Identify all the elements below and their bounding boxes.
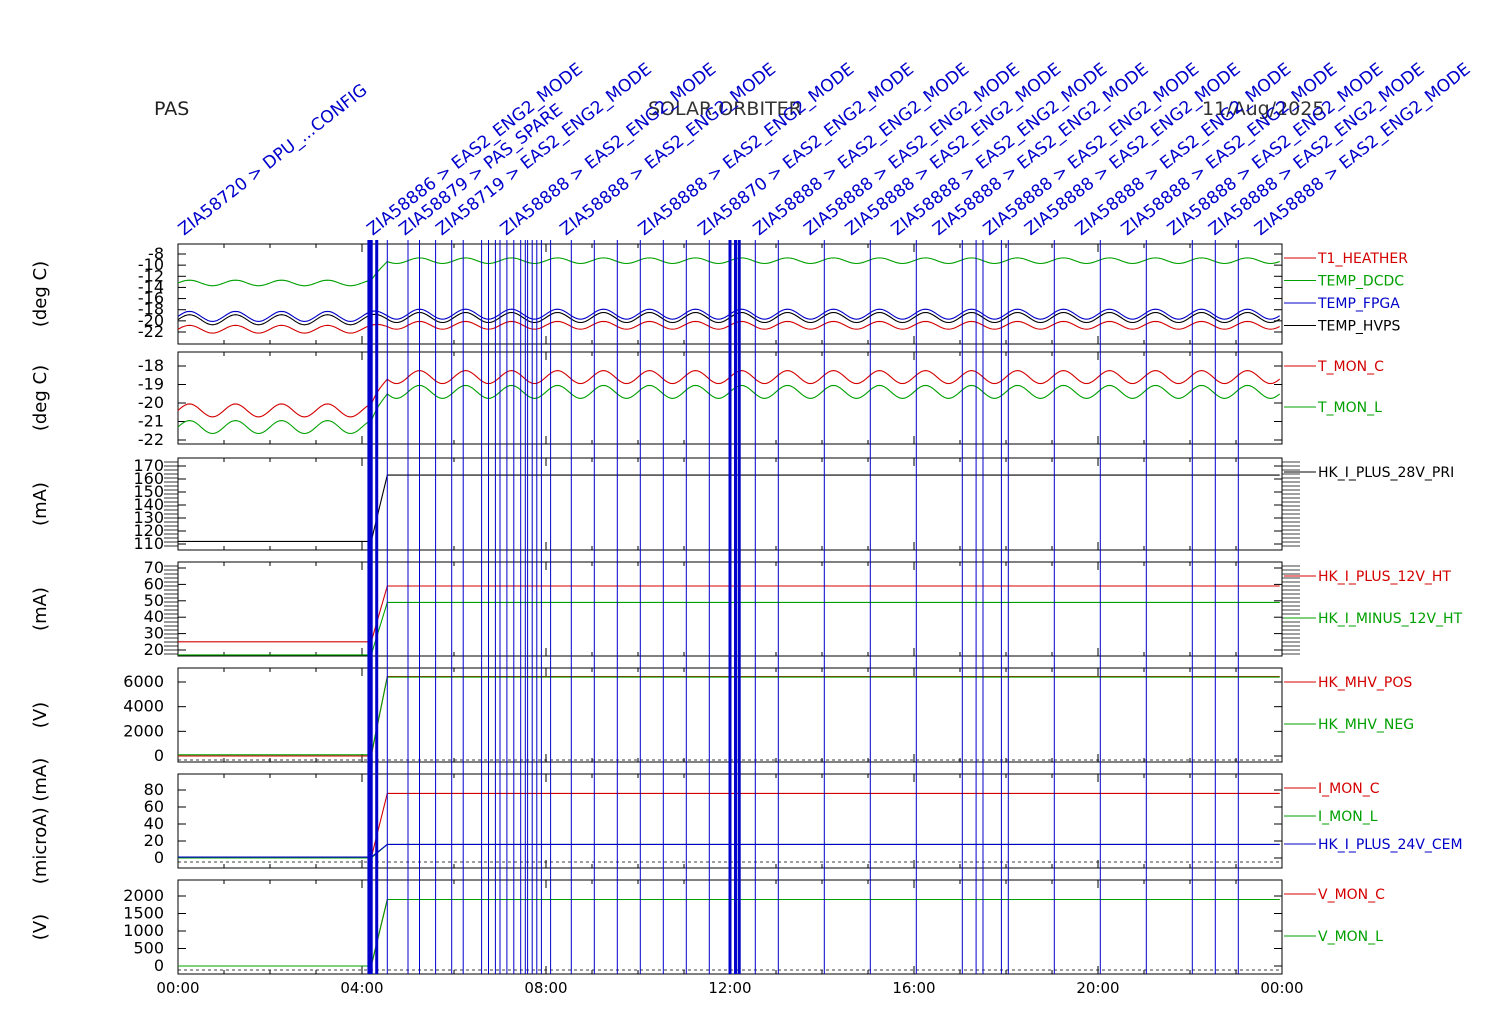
y-tick-label: -20 — [138, 393, 164, 412]
y-tick-label: 110 — [133, 534, 164, 553]
x-tick-label: 08:00 — [524, 979, 567, 997]
y-tick-label: 2000 — [123, 721, 164, 740]
y-axis-label: (V) — [30, 702, 51, 728]
legend-label: V_MON_C — [1318, 887, 1385, 903]
legend-label: T_MON_C — [1317, 359, 1384, 375]
y-tick-label: 120 — [133, 521, 164, 540]
y-tick-label: 70 — [144, 558, 164, 577]
y-axis-label: (deg C) — [30, 261, 51, 327]
legend-label: TEMP_DCDC — [1317, 274, 1404, 290]
y-tick-label: 130 — [133, 508, 164, 527]
x-tick-label: 00:00 — [1260, 979, 1303, 997]
x-tick-label: 20:00 — [1076, 979, 1119, 997]
legend-label: HK_MHV_NEG — [1318, 717, 1414, 733]
legend-label: HK_I_PLUS_24V_CEM — [1318, 837, 1463, 853]
y-tick-label: 80 — [144, 780, 164, 799]
legend-label: V_MON_L — [1318, 929, 1383, 945]
y-tick-label: 50 — [144, 591, 164, 610]
y-tick-label: 0 — [154, 848, 164, 867]
y-tick-label: 6000 — [123, 672, 164, 691]
y-tick-label: 2000 — [123, 886, 164, 905]
legend-label: HK_MHV_POS — [1318, 675, 1412, 691]
y-tick-label: -12 — [138, 266, 164, 285]
x-tick-label: 16:00 — [892, 979, 935, 997]
y-tick-label: 140 — [133, 495, 164, 514]
y-tick-label: 60 — [144, 797, 164, 816]
y-tick-label: -14 — [138, 277, 164, 296]
y-tick-label: -22 — [138, 322, 164, 341]
legend-label: TEMP_HVPS — [1317, 319, 1400, 335]
y-axis-label: (deg C) — [30, 365, 51, 431]
legend-label: HK_I_MINUS_12V_HT — [1318, 611, 1463, 627]
y-axis-label: (V) — [30, 914, 51, 940]
y-axis-label: (mA) — [30, 587, 51, 631]
y-tick-label: -8 — [148, 244, 164, 263]
y-tick-label: 4000 — [123, 697, 164, 716]
legend-label: I_MON_L — [1318, 809, 1378, 825]
y-tick-label: 20 — [144, 640, 164, 659]
y-tick-label: 1000 — [123, 921, 164, 940]
x-tick-label: 04:00 — [340, 979, 383, 997]
legend-label: HK_I_PLUS_12V_HT — [1318, 569, 1451, 585]
event-label: ZIA58720 > DPU_...CONFIG — [175, 80, 372, 240]
y-tick-label: -16 — [138, 289, 164, 308]
legend-label: I_MON_C — [1318, 781, 1380, 797]
y-tick-label: 60 — [144, 574, 164, 593]
y-tick-label: 0 — [154, 956, 164, 975]
y-tick-label: 30 — [144, 624, 164, 643]
x-tick-label: 12:00 — [708, 979, 751, 997]
y-tick-label: 0 — [154, 746, 164, 765]
y-tick-label: -22 — [138, 430, 164, 449]
y-tick-label: -21 — [138, 412, 164, 431]
y-tick-label: 500 — [133, 939, 164, 958]
y-tick-label: 40 — [144, 607, 164, 626]
y-tick-label: -18 — [138, 300, 164, 319]
y-tick-label: -18 — [138, 356, 164, 375]
mission-label: SOLAR ORBITER — [648, 98, 802, 120]
y-tick-label: 150 — [133, 482, 164, 501]
y-axis-label: (microA) (mA) — [30, 758, 51, 884]
y-axis-label: (mA) — [30, 482, 51, 526]
x-tick-label: 00:00 — [156, 979, 199, 997]
date-label: 11/Aug/2025 — [1202, 98, 1325, 120]
instrument-label: PAS — [154, 98, 190, 120]
y-tick-label: 20 — [144, 831, 164, 850]
y-tick-label: -19 — [138, 375, 164, 394]
y-tick-label: -20 — [138, 311, 164, 330]
y-tick-label: 170 — [133, 456, 164, 475]
legend-label: TEMP_FPGA — [1317, 296, 1400, 312]
y-tick-label: -10 — [138, 255, 164, 274]
legend-label: HK_I_PLUS_28V_PRI — [1318, 465, 1454, 481]
y-tick-label: 160 — [133, 469, 164, 488]
legend-label: T1_HEATHER — [1317, 251, 1408, 267]
event-label: ZIA58879 > PAS_SPARE — [396, 100, 567, 240]
legend-label: T_MON_L — [1317, 400, 1382, 416]
y-tick-label: 1500 — [123, 904, 164, 923]
y-tick-label: 40 — [144, 814, 164, 833]
